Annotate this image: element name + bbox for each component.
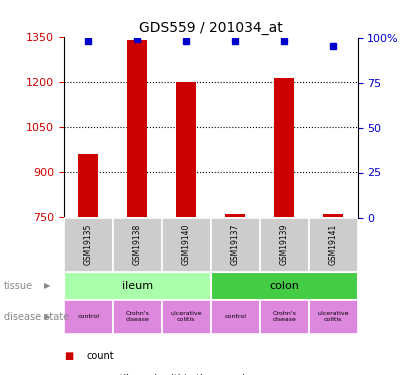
- Text: disease state: disease state: [4, 312, 69, 322]
- Text: GSM19138: GSM19138: [133, 224, 142, 265]
- Text: control: control: [77, 314, 99, 320]
- Bar: [260, 300, 309, 334]
- Text: ileum: ileum: [122, 281, 153, 291]
- Text: GSM19141: GSM19141: [328, 224, 337, 265]
- Text: ulcerative
colitis: ulcerative colitis: [317, 312, 349, 322]
- Bar: [309, 217, 358, 272]
- Text: control: control: [224, 314, 246, 320]
- Text: ▶: ▶: [44, 281, 51, 290]
- Bar: [113, 217, 162, 272]
- Text: ■: ■: [64, 374, 73, 375]
- Text: colon: colon: [269, 281, 299, 291]
- Bar: [260, 217, 309, 272]
- Title: GDS559 / 201034_at: GDS559 / 201034_at: [139, 21, 282, 35]
- Bar: [176, 82, 196, 218]
- Text: GSM19140: GSM19140: [182, 224, 191, 266]
- Bar: [274, 78, 294, 218]
- Bar: [64, 217, 113, 272]
- Bar: [211, 300, 260, 334]
- Bar: [211, 217, 260, 272]
- Text: tissue: tissue: [4, 281, 33, 291]
- Text: count: count: [86, 351, 114, 361]
- Text: ulcerative
colitis: ulcerative colitis: [171, 312, 202, 322]
- Bar: [79, 154, 98, 218]
- Bar: [211, 272, 358, 300]
- Bar: [64, 272, 210, 300]
- Text: GSM19137: GSM19137: [231, 224, 240, 266]
- Bar: [113, 300, 162, 334]
- Bar: [323, 214, 343, 217]
- Text: Crohn's
disease: Crohn's disease: [272, 312, 296, 322]
- Bar: [162, 300, 211, 334]
- Text: GSM19139: GSM19139: [279, 224, 289, 266]
- Bar: [127, 40, 147, 218]
- Bar: [64, 300, 113, 334]
- Bar: [162, 217, 211, 272]
- Text: GSM19135: GSM19135: [84, 224, 93, 266]
- Bar: [225, 214, 245, 217]
- Text: Crohn's
disease: Crohn's disease: [125, 312, 149, 322]
- Text: ▶: ▶: [44, 312, 51, 321]
- Bar: [309, 300, 358, 334]
- Text: percentile rank within the sample: percentile rank within the sample: [86, 374, 251, 375]
- Text: ■: ■: [64, 351, 73, 361]
